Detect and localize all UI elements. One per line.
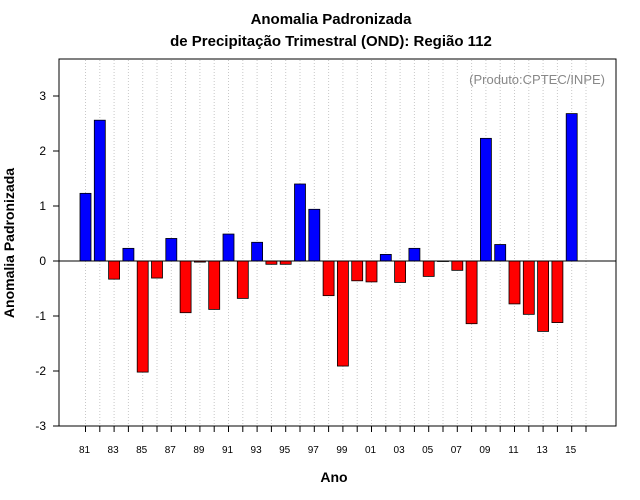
plot-frame [58, 58, 617, 427]
bar-2015 [565, 113, 578, 262]
bar-2014 [551, 260, 564, 323]
bar-1990 [208, 260, 221, 310]
x-tick-label: 87 [165, 445, 177, 456]
bar-1987 [165, 238, 178, 262]
y-tick-label: 2 [39, 144, 46, 158]
y-tick-label: -2 [35, 364, 46, 378]
x-tick-label: 95 [279, 445, 291, 456]
bar-1997 [308, 208, 321, 262]
x-tick-label: 91 [222, 445, 234, 456]
x-tick-label: 01 [365, 445, 377, 456]
bar-2007 [451, 260, 464, 271]
y-tick-label: -3 [35, 419, 46, 433]
x-tick-label: 97 [308, 445, 320, 456]
bar-1996 [294, 183, 306, 262]
bar-1991 [222, 233, 235, 262]
x-tick-label: 15 [565, 445, 577, 456]
x-axis-label: Ano [320, 469, 347, 485]
bar-1998 [322, 260, 335, 297]
bar-2008 [465, 260, 478, 325]
x-tick-label: 13 [537, 445, 549, 456]
chart-title-line2: de Precipitação Trimestral (OND): Região… [170, 33, 492, 50]
x-tick-label: 89 [193, 445, 205, 456]
y-tick-label: 3 [39, 89, 46, 103]
x-tick-label: 07 [451, 445, 463, 456]
x-tick-label: 11 [508, 445, 519, 456]
bar-1985 [136, 260, 149, 373]
bar-2005 [422, 260, 435, 277]
bar-2000 [351, 260, 364, 282]
credit-label: (Produto:CPTEC/INPE) [469, 72, 605, 87]
bar-1982 [93, 119, 106, 262]
x-tick-label: 05 [422, 445, 434, 456]
x-tick-label: 09 [479, 445, 491, 456]
y-tick-label: -1 [35, 309, 46, 323]
y-tick-label: 0 [39, 254, 46, 268]
y-axis: -3 -2 -1 0 1 2 3 [35, 89, 59, 433]
bar-2002 [379, 253, 392, 262]
x-tick-label: 83 [108, 445, 120, 456]
x-tick-label: 99 [336, 445, 348, 456]
bar-2013 [537, 260, 549, 332]
x-tick-label: 85 [136, 445, 148, 456]
x-tick-label: 93 [251, 445, 263, 456]
bar-2003 [394, 260, 407, 283]
bar-1988 [179, 260, 192, 314]
bar-2011 [508, 260, 521, 305]
bar-1986 [151, 260, 163, 279]
y-tick-label: 1 [39, 199, 46, 213]
grid-lines [85, 60, 587, 425]
bar-2004 [408, 247, 421, 262]
bar-2001 [365, 260, 378, 283]
bar-2010 [494, 244, 507, 262]
bar-1993 [251, 241, 264, 262]
x-axis: 81 83 85 87 89 91 93 95 97 99 01 03 05 07 09 11 13 15 [79, 426, 587, 456]
y-axis-label: Anomalia Padronizada [1, 168, 17, 318]
bar-1999 [336, 260, 349, 367]
x-tick-label: 03 [394, 445, 406, 456]
bar-1983 [108, 260, 120, 280]
bars [79, 113, 578, 373]
bar-2012 [522, 260, 535, 315]
x-tick-label: 81 [79, 445, 91, 456]
bar-2009 [479, 137, 492, 262]
chart-title-line1: Anomalia Padronizada [251, 11, 413, 28]
bar-1984 [122, 247, 135, 262]
bar-1981 [79, 192, 92, 262]
bar-1992 [236, 260, 249, 299]
